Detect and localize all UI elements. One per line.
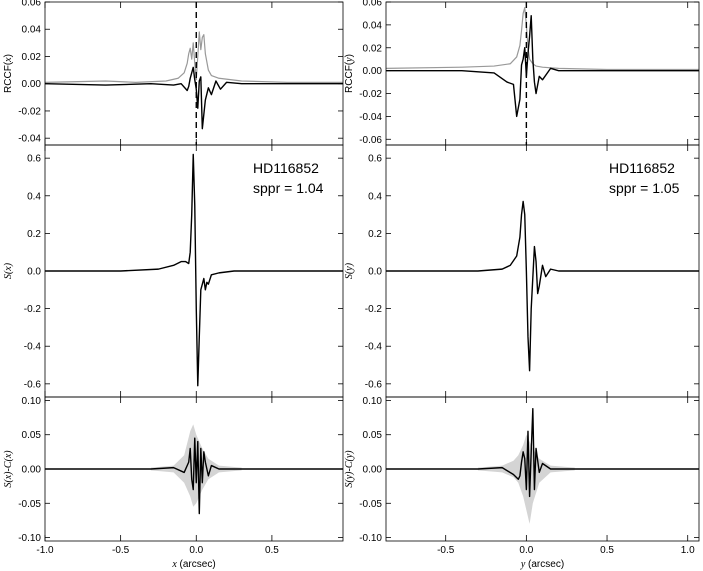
x-tick-label: 0.0 — [189, 545, 203, 556]
y-tick-label: -0.6 — [365, 379, 383, 390]
y-axis-label-part: x — [3, 57, 14, 63]
y-tick-label: -0.6 — [24, 379, 42, 390]
y-tick-label: 0.06 — [363, 0, 383, 9]
y-tick-label: -0.4 — [365, 342, 383, 353]
y-axis-label-part: y — [344, 474, 355, 480]
y-tick-label: 0.0 — [27, 267, 41, 278]
y-axis-label: S(x) — [3, 262, 14, 279]
y-axis-label-part: x — [3, 474, 14, 480]
panel-frame — [385, 1, 700, 146]
x-tick-label: 0.5 — [600, 545, 614, 556]
y-tick-label: -0.05 — [18, 499, 41, 510]
y-axis-label: S(y)-C(y) — [344, 450, 355, 488]
y-axis-label-part: S( — [3, 479, 14, 488]
y-tick-label: 0.00 — [22, 79, 42, 90]
y-axis-label-part: )-C( — [344, 458, 355, 476]
y-tick-label: -0.10 — [359, 533, 382, 544]
series-line-0 — [45, 31, 343, 83]
y-axis-label-part: ) — [344, 450, 355, 455]
y-axis-label-part: y — [344, 453, 355, 459]
y-tick-label: -0.04 — [18, 134, 41, 145]
y-axis-label-part: S( — [344, 270, 355, 279]
y-axis-label-part: ) — [3, 54, 14, 57]
x-axis-label: y (arcsec) — [520, 559, 564, 570]
annotation-text: sppr = 1.05 — [609, 180, 680, 196]
y-axis-label-part: y — [344, 57, 355, 63]
y-axis-label-part: ) — [344, 54, 355, 57]
series-line-1 — [45, 66, 343, 130]
y-axis-label-part: S( — [344, 479, 355, 488]
y-axis-label-part: y — [344, 266, 355, 272]
y-tick-label: 0.0 — [368, 267, 382, 278]
y-axis-label: S(x)-C(x) — [3, 450, 14, 488]
y-axis-label: RCCF(y) — [344, 54, 355, 93]
y-tick-label: 0.10 — [22, 396, 42, 407]
panel-middle-right: -0.6 -0.4 -0.2 0.0 0.2 0.4 0.6 S(y) HD116852 sppr… — [344, 144, 700, 398]
annotation-text: sppr = 1.04 — [253, 180, 324, 196]
y-tick-label: 0.6 — [27, 154, 41, 165]
y-tick-label: 0.2 — [27, 229, 41, 240]
x-axis-var: y — [520, 559, 526, 570]
annotation-text: HD116852 — [253, 160, 319, 176]
y-axis-label: S(y) — [344, 262, 355, 279]
y-tick-label: -0.06 — [359, 135, 382, 146]
y-tick-label: 0.00 — [363, 465, 383, 476]
y-tick-label: 0.05 — [22, 430, 42, 441]
series-line-0 — [386, 200, 699, 372]
x-tick-label: 0.0 — [519, 545, 533, 556]
y-tick-label: -0.4 — [24, 342, 42, 353]
y-axis-label-part: RCCF( — [3, 61, 14, 93]
panel-middle-left: -0.6 -0.4 -0.2 0.0 0.2 0.4 0.6 S(x) HD116852 sppr… — [3, 144, 344, 398]
y-tick-label: -0.04 — [359, 112, 382, 123]
series-line-0 — [386, 407, 699, 498]
panel-top-right: -0.06 -0.04 -0.02 0.00 0.02 0.04 0.06 RCCF(y) — [344, 0, 700, 146]
y-axis-label: RCCF(x) — [3, 54, 14, 93]
y-tick-label: -0.2 — [24, 304, 42, 315]
y-tick-label: 0.05 — [363, 430, 383, 441]
y-tick-label: 0.04 — [363, 20, 383, 31]
y-tick-label: 0.4 — [27, 191, 41, 202]
y-axis-label-part: )-C( — [3, 458, 14, 476]
panel-top-left: -0.04 -0.02 0.00 0.02 0.04 0.06 RCCF(x) — [3, 0, 344, 146]
y-tick-label: 0.04 — [22, 25, 42, 36]
y-tick-label: 0.6 — [368, 154, 382, 165]
x-tick-label: -0.5 — [112, 545, 130, 556]
y-tick-label: 0.2 — [368, 229, 382, 240]
series-line-0 — [386, 7, 699, 71]
x-tick-label: -1.0 — [36, 545, 54, 556]
x-axis-unit: (arcsec) — [177, 559, 216, 570]
series-line-1 — [386, 15, 699, 118]
panel-bottom-left: -0.10 -0.05 0.00 0.05 0.10 -1.0 -0.5 0.0 0.5 x (a… — [3, 396, 344, 570]
y-tick-label: 0.00 — [363, 66, 383, 77]
y-axis-label-part: ) — [3, 262, 14, 267]
y-tick-label: 0.06 — [22, 0, 42, 9]
panel-bottom-right: -0.10 -0.05 0.00 0.05 0.10 -0.5 0.0 0.5 1.0 y (ar… — [344, 396, 700, 570]
y-tick-label: 0.4 — [368, 191, 382, 202]
y-axis-label-part: ) — [3, 450, 14, 455]
x-axis-label: x (arcsec) — [171, 559, 215, 570]
y-tick-label: 0.02 — [22, 52, 42, 63]
annotation-text: HD116852 — [609, 160, 675, 176]
y-tick-label: -0.10 — [18, 533, 41, 544]
x-tick-label: 1.0 — [681, 545, 695, 556]
y-tick-label: -0.05 — [359, 499, 382, 510]
y-tick-label: 0.02 — [363, 43, 383, 54]
y-tick-label: -0.2 — [365, 304, 383, 315]
series-line-0 — [45, 153, 343, 387]
y-tick-label: -0.02 — [359, 89, 382, 100]
y-axis-label-part: x — [3, 453, 14, 459]
y-tick-label: 0.10 — [363, 396, 383, 407]
x-tick-label: 0.5 — [265, 545, 279, 556]
y-axis-label-part: S( — [3, 270, 14, 279]
x-axis-unit: (arcsec) — [525, 559, 564, 570]
y-tick-label: -0.02 — [18, 106, 41, 117]
y-axis-label-part: RCCF( — [344, 61, 355, 93]
x-tick-label: -0.5 — [437, 545, 455, 556]
x-axis-var: x — [171, 559, 177, 570]
y-axis-label-part: ) — [344, 262, 355, 267]
y-axis-label-part: x — [3, 266, 14, 272]
y-tick-label: 0.00 — [22, 465, 42, 476]
series-line-0 — [45, 437, 343, 515]
